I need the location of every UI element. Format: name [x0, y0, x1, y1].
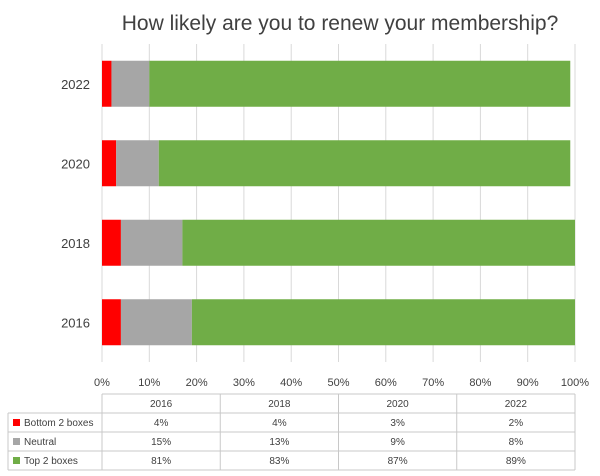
x-tick-label: 50%: [327, 377, 349, 389]
table-cell: 89%: [506, 456, 526, 467]
x-tick-label: 70%: [422, 377, 444, 389]
table-cell: 13%: [269, 437, 289, 448]
table-cell: 8%: [509, 437, 524, 448]
x-tick-label: 20%: [186, 377, 208, 389]
table-header-cell: 2022: [505, 399, 528, 410]
bar-segment: [120, 299, 192, 346]
x-tick-label: 60%: [375, 377, 397, 389]
legend-swatch: [13, 419, 20, 426]
table-header-cell: 2018: [268, 399, 291, 410]
table-cell: 87%: [388, 456, 408, 467]
table-cell: 83%: [269, 456, 289, 467]
x-tick-label: 40%: [280, 377, 302, 389]
x-tick-labels: 0% 10% 20% 30% 40% 50% 60% 70% 80% 90% 100%: [94, 377, 589, 389]
category-label: 2020: [61, 156, 90, 171]
bar-segment: [149, 60, 571, 107]
bars: [102, 60, 575, 346]
category-label: 2022: [61, 77, 90, 92]
table-cell: 4%: [272, 418, 287, 429]
bar-segment: [191, 299, 575, 346]
table-cell: 81%: [151, 456, 171, 467]
table-cell: 3%: [390, 418, 405, 429]
legend-label: Top 2 boxes: [24, 456, 78, 467]
bar-segment: [182, 219, 575, 266]
x-tick-label: 30%: [233, 377, 255, 389]
x-tick-label: 80%: [469, 377, 491, 389]
category-label: 2018: [61, 236, 90, 251]
bar-segment: [102, 219, 121, 266]
x-tick-label: 90%: [517, 377, 539, 389]
bar-segment: [120, 219, 183, 266]
data-table: 2016 2018 2020 2022 Bottom 2 boxes 4% 4% 3% 2% Ne…: [7, 393, 576, 471]
table-header-cell: 2016: [150, 399, 173, 410]
bar-segment: [102, 299, 121, 346]
table-cell: 9%: [390, 437, 405, 448]
table-cell: 15%: [151, 437, 171, 448]
table-header-cell: 2020: [387, 399, 410, 410]
legend-label: Bottom 2 boxes: [24, 418, 93, 429]
x-tick-label: 10%: [138, 377, 160, 389]
bar-segment: [102, 140, 117, 187]
bar-segment: [111, 60, 150, 107]
category-labels: 2016 2018 2020 2022: [61, 77, 90, 331]
legend-swatch: [13, 438, 20, 445]
legend-label: Neutral: [24, 437, 56, 448]
bar-segment: [158, 140, 571, 187]
x-tick-label: 0%: [94, 377, 110, 389]
bar-segment: [116, 140, 159, 187]
table-cell: 2%: [509, 418, 524, 429]
table-cell: 4%: [154, 418, 169, 429]
x-tick-label: 100%: [561, 377, 589, 389]
category-label: 2016: [61, 315, 90, 330]
chart-title: How likely are you to renew your members…: [122, 12, 559, 35]
bar-segment: [102, 60, 112, 107]
legend-swatch: [13, 457, 20, 464]
